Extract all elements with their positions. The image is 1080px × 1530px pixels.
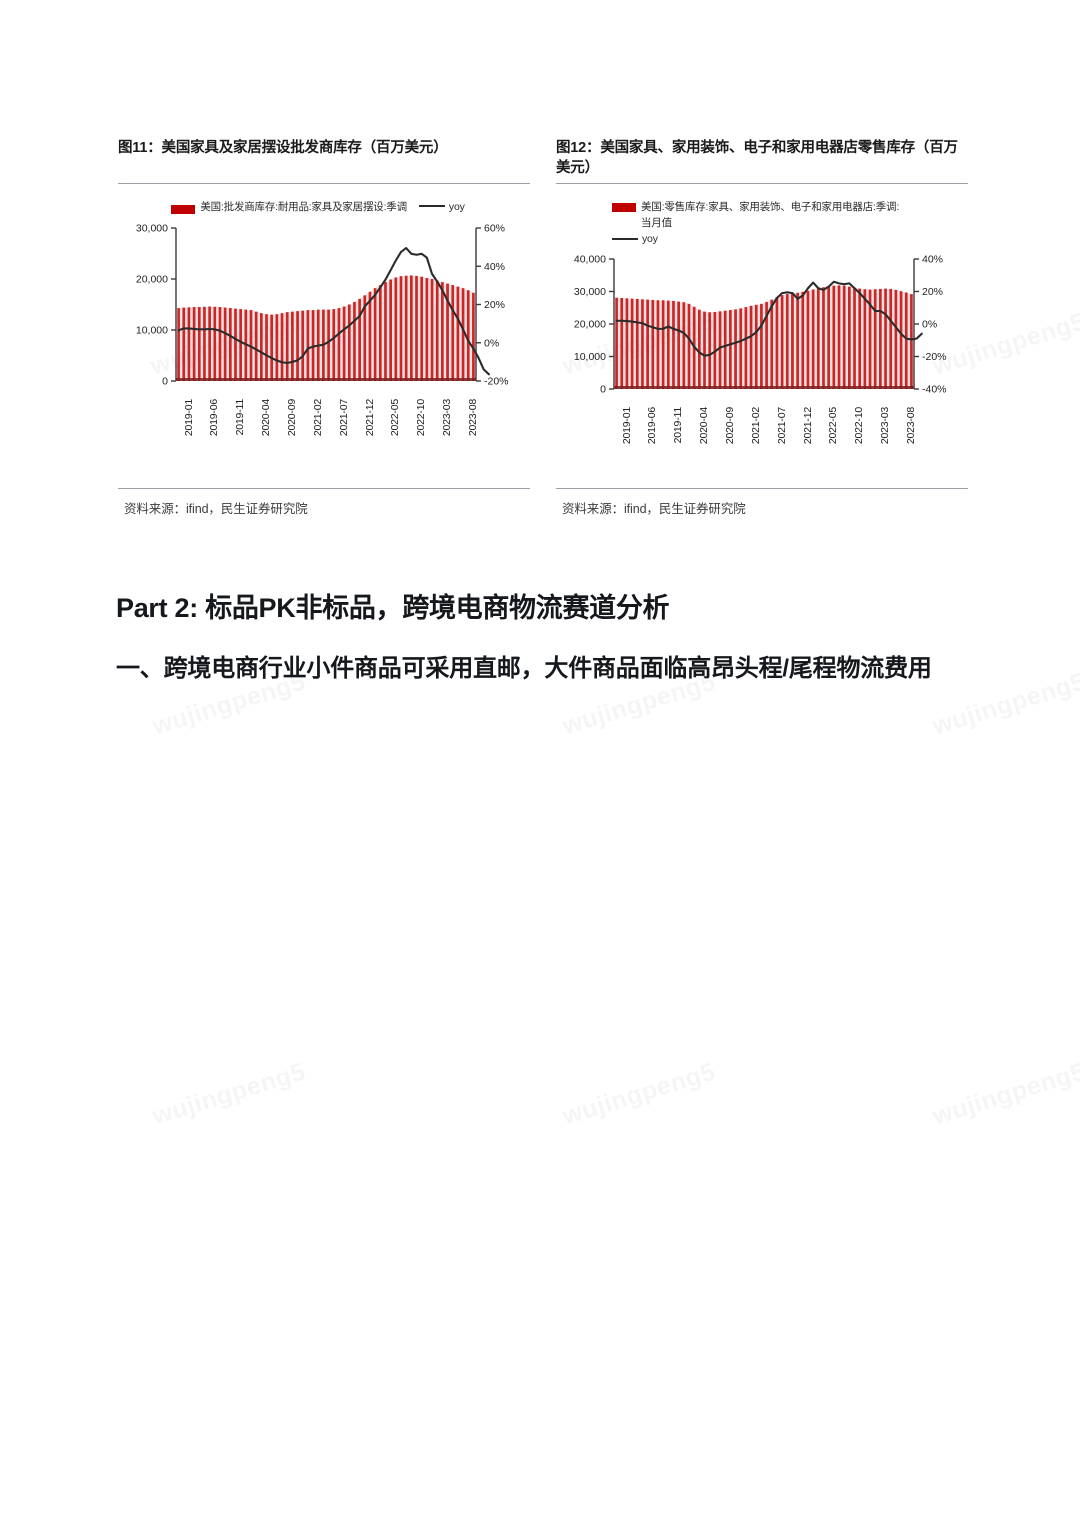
- x-tick-label: 2023-03: [879, 407, 892, 445]
- figure-source: 资料来源：ifind，民生证券研究院: [562, 502, 746, 516]
- x-tick-label: 2021-12: [801, 407, 814, 445]
- svg-text:30,000: 30,000: [136, 222, 168, 234]
- figure-source: 资料来源：ifind，民生证券研究院: [124, 502, 308, 516]
- x-tick-label: 2022-10: [415, 398, 428, 436]
- part-title: Part 2: 标品PK非标品，跨境电商物流赛道分析: [116, 593, 670, 623]
- svg-text:20%: 20%: [922, 286, 943, 298]
- x-tick-label: 2022-05: [389, 398, 402, 436]
- svg-text:20,000: 20,000: [136, 273, 168, 285]
- headings-block: Part 2: 标品PK非标品，跨境电商物流赛道分析 一、跨境电商行业小件商品可…: [116, 592, 972, 687]
- figure-row: 图11：美国家具及家居摆设批发商库存（百万美元） 美国:批发商库存:耐用品:家具…: [118, 138, 968, 521]
- svg-text:40,000: 40,000: [574, 254, 606, 266]
- legend-label: 美国:零售库存:家具、家用装饰、电子和家用电器店:季调:当月值: [641, 201, 900, 229]
- chart-svg: 0 10,000 20,000 30,000 -20% 0% 20% 40% 60%: [136, 222, 509, 387]
- x-tick-label: 2019-01: [182, 398, 195, 436]
- legend-item-bar: 美国:批发商库存:耐用品:家具及家居摆设:季调: [171, 200, 407, 216]
- svg-text:0%: 0%: [922, 319, 937, 331]
- x-tick-label: 2020-09: [724, 407, 737, 445]
- x-tick-label: 2019-06: [208, 398, 221, 436]
- x-tick-label: 2019-01: [620, 407, 633, 445]
- chart-12: 美国:零售库存:家具、家用装饰、电子和家用电器店:季调:当月值 yoy 0 10,…: [556, 184, 968, 488]
- section-subtitle: 一、跨境电商行业小件商品可采用直邮，大件商品面临高昂头程/尾程物流费用: [116, 654, 932, 682]
- svg-text:40%: 40%: [922, 254, 943, 266]
- svg-text:-20%: -20%: [922, 351, 947, 363]
- svg-text:20,000: 20,000: [574, 319, 606, 331]
- svg-text:40%: 40%: [484, 261, 505, 273]
- legend-item-line: yoy: [612, 232, 900, 248]
- x-tick-label: 2022-10: [853, 407, 866, 445]
- legend-label: yoy: [448, 201, 465, 213]
- svg-text:10,000: 10,000: [136, 324, 168, 336]
- chart-x-axis-labels: 2019-01 2019-06 2019-11 2020-04 2020-09 2021-…: [556, 405, 968, 467]
- line-swatch-icon: [612, 237, 638, 240]
- figure-title: 图12：美国家具、家用装饰、电子和家用电器店零售库存（百万美元）: [556, 140, 958, 176]
- x-tick-label: 2021-07: [337, 398, 350, 436]
- figure-12: 图12：美国家具、家用装饰、电子和家用电器店零售库存（百万美元） 美国:零售库存…: [556, 138, 968, 521]
- x-tick-label: 2020-04: [260, 398, 273, 436]
- x-tick-label: 2023-08: [905, 407, 918, 445]
- svg-text:10,000: 10,000: [574, 351, 606, 363]
- x-tick-label: 2022-05: [827, 407, 840, 445]
- svg-text:-40%: -40%: [922, 384, 947, 396]
- x-tick-label: 2019-06: [646, 407, 659, 445]
- chart-legend: 美国:批发商库存:耐用品:家具及家居摆设:季调 yoy: [118, 188, 530, 218]
- figure-source-divider: [556, 488, 968, 489]
- x-tick-label: 2020-04: [698, 407, 711, 445]
- svg-text:30,000: 30,000: [574, 286, 606, 298]
- svg-text:60%: 60%: [484, 222, 505, 234]
- x-tick-label: 2019-11: [234, 398, 247, 436]
- figure-title-divider: [118, 183, 530, 184]
- x-tick-label: 2021-12: [363, 398, 376, 436]
- svg-text:20%: 20%: [484, 299, 505, 311]
- svg-text:0: 0: [162, 375, 168, 387]
- legend-label: 美国:批发商库存:耐用品:家具及家居摆设:季调: [200, 201, 407, 213]
- x-tick-label: 2023-03: [441, 398, 454, 436]
- svg-text:0: 0: [600, 384, 606, 396]
- watermark: wujingpeng5: [929, 1057, 1080, 1131]
- chart-svg: 0 10,000 20,000 30,000 40,000 -40% -20% 0% 20% 40…: [574, 254, 947, 396]
- svg-text:0%: 0%: [484, 337, 499, 349]
- x-tick-label: 2020-09: [286, 398, 299, 436]
- svg-text:-20%: -20%: [484, 375, 509, 387]
- chart-plot-area: 0 10,000 20,000 30,000 40,000 -40% -20% 0% 20% 40…: [556, 253, 968, 405]
- figure-title: 图11：美国家具及家居摆设批发商库存（百万美元）: [118, 140, 448, 156]
- chart-plot-area: 0 10,000 20,000 30,000 -20% 0% 20% 40% 60%: [118, 222, 530, 397]
- x-tick-label: 2021-07: [775, 407, 788, 445]
- bar-swatch-icon: [171, 204, 196, 214]
- watermark: wujingpeng5: [559, 1057, 719, 1131]
- x-tick-label: 2021-02: [311, 398, 324, 436]
- chart-legend: 美国:零售库存:家具、家用装饰、电子和家用电器店:季调:当月值 yoy: [556, 188, 968, 249]
- chart-x-axis-labels: 2019-01 2019-06 2019-11 2020-04 2020-09 2021-…: [118, 397, 530, 459]
- line-swatch-icon: [418, 204, 445, 207]
- x-tick-label: 2019-11: [672, 407, 685, 444]
- x-tick-label: 2023-08: [467, 398, 480, 436]
- chart-11: 美国:批发商库存:耐用品:家具及家居摆设:季调 yoy 0 10,000 20,00…: [118, 184, 530, 488]
- legend-item-line: yoy: [418, 200, 465, 216]
- watermark: wujingpeng5: [149, 1057, 309, 1131]
- x-tick-label: 2021-02: [749, 407, 762, 445]
- figure-source-divider: [118, 488, 530, 489]
- bar-swatch-icon: [612, 203, 636, 212]
- legend-item-bar: 美国:零售库存:家具、家用装饰、电子和家用电器店:季调:当月值: [612, 200, 900, 232]
- figure-11: 图11：美国家具及家居摆设批发商库存（百万美元） 美国:批发商库存:耐用品:家具…: [118, 138, 530, 521]
- legend-label: yoy: [642, 232, 658, 245]
- figure-title-divider: [556, 183, 968, 184]
